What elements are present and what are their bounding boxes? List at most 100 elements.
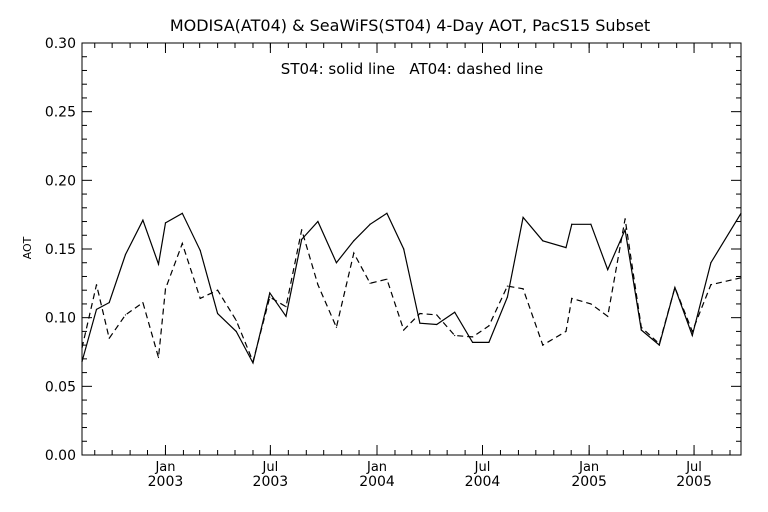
data-point-at04 [81,347,83,349]
x-tick-year-label: 2005 [571,474,607,490]
data-point-st04 [164,222,167,224]
data-point-at04 [108,337,110,339]
data-point-st04 [235,330,237,332]
x-tick-month-label: Jan [154,460,175,475]
data-point-at04 [488,325,490,327]
x-tick-month-label: Jul [262,460,279,475]
chart-title: MODISA(AT04) & SeaWiFS(ST04) 4-Day AOT, … [170,16,650,35]
data-point-at04 [353,252,355,254]
data-point-at04 [419,312,421,315]
y-tick-label: 0.20 [45,173,76,189]
data-point-st04 [590,223,592,225]
data-point-at04 [235,319,237,322]
x-tick-month-label: Jul [685,460,702,475]
data-point-st04 [710,262,712,264]
data-point-st04 [607,269,609,271]
data-point-at04 [542,344,544,346]
data-point-at04 [199,297,201,300]
data-point-st04 [269,292,271,294]
x-tick-month-label: Jan [366,460,387,475]
data-point-at04 [317,284,319,286]
data-point-st04 [124,253,127,256]
x-tick-year-label: 2004 [359,474,395,490]
data-point-at04 [607,315,609,317]
data-point-at04 [369,282,371,284]
data-point-st04 [658,344,660,346]
data-point-st04 [403,248,405,250]
x-tick-year-label: 2005 [676,474,712,490]
x-tick-year-label: 2003 [148,474,184,490]
data-point-st04 [419,322,421,324]
data-point-at04 [710,284,712,286]
y-tick-label: 0.05 [45,379,76,395]
plot-frame [81,42,742,456]
y-tick-label: 0.15 [45,242,76,258]
data-point-st04 [454,311,456,313]
data-point-st04 [640,329,642,331]
y-tick-label: 0.10 [45,311,76,327]
data-point-at04 [674,286,676,289]
data-point-at04 [436,314,438,316]
data-point-at04 [217,289,219,291]
data-point-at04 [285,306,287,308]
data-point-st04 [624,229,626,231]
x-tick-year-label: 2003 [253,474,289,490]
series-line-at04 [81,218,742,364]
chart-annotation: ST04: solid line AT04: dashed line [281,60,543,78]
x-tick-month-label: Jan [578,460,599,475]
data-point-at04 [142,301,144,304]
data-point-at04 [472,336,474,338]
data-point-at04 [691,330,693,332]
data-point-at04 [95,284,98,286]
data-point-at04 [506,285,509,287]
data-point-st04 [488,341,490,343]
data-point-at04 [386,278,388,280]
x-tick-year-label: 2004 [465,474,501,490]
data-point-at04 [269,296,271,298]
data-point-st04 [472,341,474,343]
data-point-at04 [640,326,642,328]
data-point-st04 [157,263,160,265]
data-point-st04 [506,296,509,298]
data-point-at04 [658,343,660,345]
x-tick-month-label: Jul [474,460,491,475]
data-point-st04 [571,223,573,225]
data-point-st04 [285,315,287,317]
data-point-st04 [95,308,98,311]
data-point-st04 [386,212,388,214]
data-point-at04 [335,326,338,328]
data-point-at04 [565,330,567,332]
series-line-st04 [81,212,742,365]
data-point-at04 [571,297,573,300]
data-point-st04 [542,240,544,242]
data-point-st04 [142,219,144,221]
y-tick-label: 0.00 [45,448,76,464]
data-point-at04 [403,329,405,331]
data-point-st04 [565,247,567,249]
data-point-st04 [335,262,338,264]
data-point-at04 [740,277,742,279]
data-point-at04 [522,288,524,290]
data-point-at04 [124,314,127,316]
y-tick-label: 0.25 [45,105,76,121]
data-point-at04 [252,361,254,363]
data-point-st04 [436,323,438,326]
data-point-at04 [624,218,626,220]
data-point-st04 [199,249,201,251]
data-point-at04 [157,356,160,359]
data-point-st04 [108,301,110,304]
data-point-st04 [740,212,742,214]
data-point-at04 [181,242,183,245]
y-axis-label: AOT [21,236,34,259]
data-point-st04 [691,334,693,337]
data-point-at04 [590,303,592,305]
y-tick-label: 0.30 [45,36,76,52]
data-point-st04 [301,238,303,240]
data-point-at04 [301,229,303,231]
data-point-at04 [164,288,167,290]
data-point-st04 [81,361,83,363]
data-point-st04 [181,212,183,214]
data-point-st04 [217,312,219,315]
data-point-st04 [369,223,371,225]
